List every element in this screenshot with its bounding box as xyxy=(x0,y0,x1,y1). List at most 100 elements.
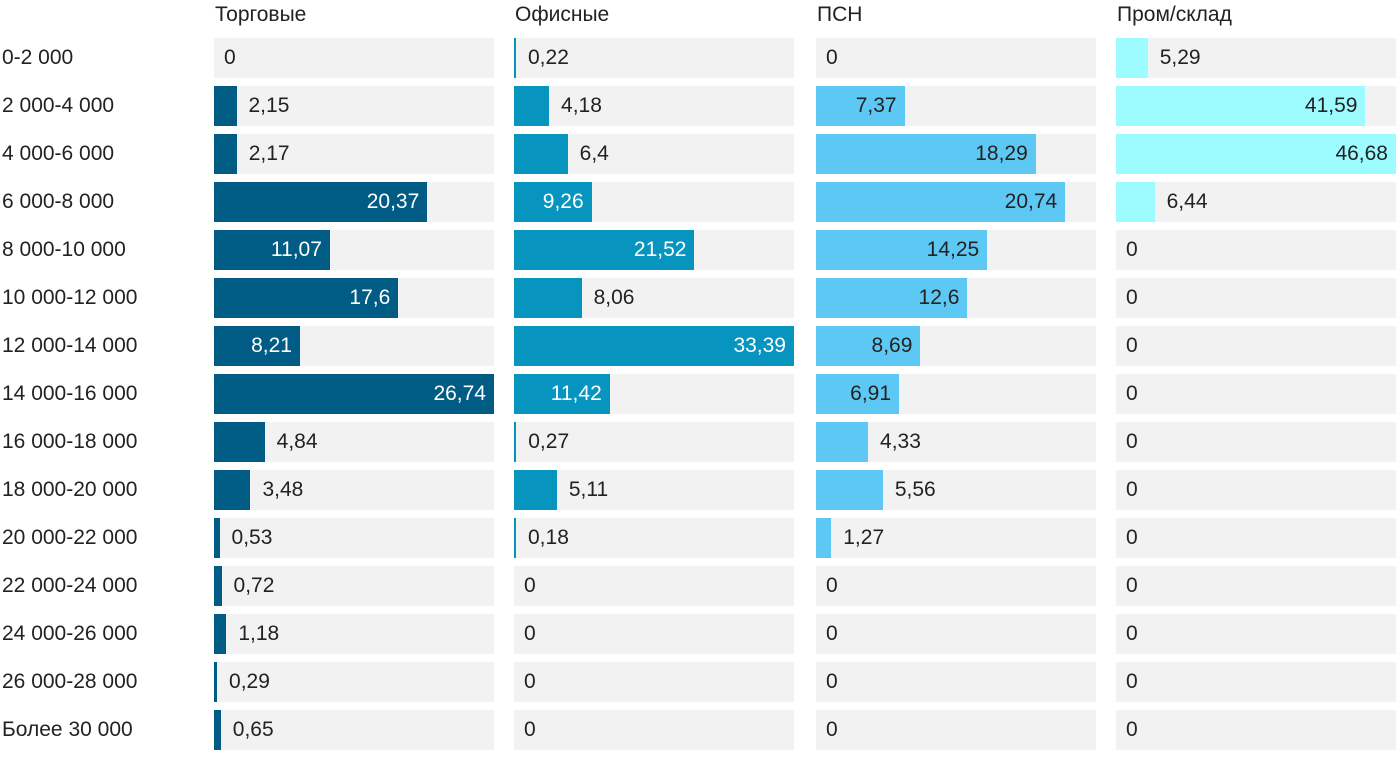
data-label: 1,18 xyxy=(238,622,280,645)
bar-track xyxy=(1116,566,1396,606)
bar xyxy=(514,422,517,462)
bar xyxy=(214,566,222,606)
bar xyxy=(214,422,265,462)
bar xyxy=(214,230,330,270)
bar-track xyxy=(816,614,1096,654)
data-label: 0,65 xyxy=(232,718,274,741)
data-label: 26,74 xyxy=(433,382,486,405)
bar xyxy=(1116,38,1148,78)
data-label: 0 xyxy=(524,718,536,741)
data-label: 0 xyxy=(1126,622,1138,645)
bar xyxy=(514,326,794,366)
data-label: 6,44 xyxy=(1166,190,1208,213)
bar-track xyxy=(1116,230,1396,270)
data-label: 8,69 xyxy=(871,334,913,357)
data-label: 4,84 xyxy=(276,430,318,453)
bar-track xyxy=(1116,326,1396,366)
data-label: 0,22 xyxy=(528,46,569,69)
category-label: 14 000-16 000 xyxy=(2,382,138,405)
data-label: 0,29 xyxy=(229,670,270,693)
data-label: 20,74 xyxy=(1004,190,1058,213)
bar-track xyxy=(514,662,794,702)
data-label: 0 xyxy=(524,622,536,645)
category-label: 24 000-26 000 xyxy=(2,622,138,645)
data-label: 4,18 xyxy=(561,94,602,117)
bar xyxy=(816,182,1066,222)
category-label: 8 000-10 000 xyxy=(2,238,126,261)
bar-track xyxy=(514,38,794,78)
bar xyxy=(214,614,227,654)
panel-title: Пром/склад xyxy=(1117,3,1232,26)
data-label: 0 xyxy=(1126,526,1138,549)
bar xyxy=(214,326,300,366)
data-label: 0 xyxy=(1126,238,1138,261)
category-label: 6 000-8 000 xyxy=(2,190,115,213)
bar-track xyxy=(514,566,794,606)
data-label: 8,06 xyxy=(593,286,635,309)
data-label: 5,29 xyxy=(1159,46,1201,69)
data-label: 7,37 xyxy=(855,94,897,117)
data-label: 20,37 xyxy=(366,190,420,213)
bar-track xyxy=(214,134,494,174)
category-label: 18 000-20 000 xyxy=(2,478,138,501)
bar-track xyxy=(816,518,1096,558)
data-label: 0 xyxy=(1126,718,1138,741)
bar xyxy=(816,422,869,462)
data-label: 0,18 xyxy=(528,526,569,549)
bar xyxy=(1116,182,1155,222)
bar xyxy=(816,374,900,414)
bar xyxy=(816,326,921,366)
bar-track xyxy=(514,518,794,558)
bar-track xyxy=(214,86,494,126)
bar-track xyxy=(514,710,794,750)
data-label: 0 xyxy=(1126,478,1138,501)
bar-track xyxy=(514,614,794,654)
data-label: 33,39 xyxy=(733,334,786,357)
bar xyxy=(514,518,516,558)
bar xyxy=(816,86,905,126)
bar xyxy=(514,38,516,78)
data-label: 0 xyxy=(524,670,536,693)
bar-track xyxy=(214,518,494,558)
bar xyxy=(214,134,237,174)
panel-title: Офисные xyxy=(515,3,610,26)
data-label: 0 xyxy=(1126,670,1138,693)
data-label: 0 xyxy=(524,574,536,597)
bar-track xyxy=(214,38,494,78)
data-label: 0 xyxy=(826,718,838,741)
bar-track xyxy=(214,710,494,750)
category-label: 26 000-28 000 xyxy=(2,670,138,693)
bar-track xyxy=(816,566,1096,606)
data-label: 5,56 xyxy=(894,478,936,501)
category-label: 10 000-12 000 xyxy=(2,286,138,309)
data-label: 3,48 xyxy=(262,478,304,501)
data-label: 17,6 xyxy=(349,286,391,309)
data-label: 11,42 xyxy=(550,382,602,405)
bar xyxy=(514,134,568,174)
data-label: 0 xyxy=(1126,334,1138,357)
bar-track xyxy=(214,566,494,606)
category-label: 4 000-6 000 xyxy=(2,142,115,165)
bar xyxy=(514,230,695,270)
bar-track xyxy=(1116,278,1396,318)
bar xyxy=(514,86,550,126)
bar xyxy=(214,278,399,318)
data-label: 0 xyxy=(826,622,838,645)
bar xyxy=(816,278,968,318)
bar xyxy=(214,662,218,702)
data-label: 9,26 xyxy=(542,190,584,213)
bar-track xyxy=(514,470,794,510)
bar-track xyxy=(1116,710,1396,750)
bar-track xyxy=(1116,182,1396,222)
bar xyxy=(214,86,237,126)
panel-title: ПСН xyxy=(817,3,863,26)
data-label: 21,52 xyxy=(633,238,687,261)
bar-track xyxy=(816,38,1096,78)
bar-track xyxy=(816,662,1096,702)
category-label: 22 000-24 000 xyxy=(2,574,138,597)
category-label: 16 000-18 000 xyxy=(2,430,138,453)
bar-track xyxy=(1116,38,1396,78)
data-label: 0 xyxy=(826,46,838,69)
data-label: 0,53 xyxy=(231,526,273,549)
